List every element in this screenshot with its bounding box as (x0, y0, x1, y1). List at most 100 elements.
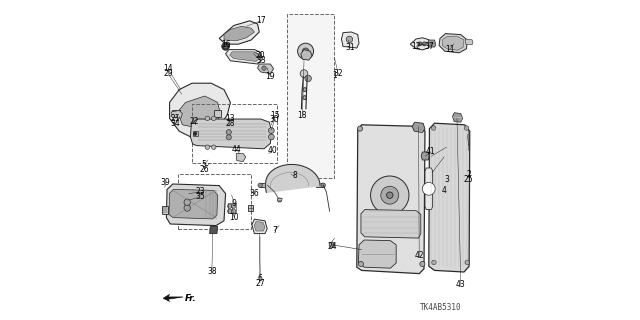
Circle shape (419, 126, 424, 131)
Circle shape (258, 183, 262, 188)
Polygon shape (219, 21, 259, 44)
Text: 8: 8 (292, 172, 297, 180)
Polygon shape (342, 32, 359, 48)
Polygon shape (452, 113, 463, 122)
Circle shape (321, 183, 326, 188)
Polygon shape (421, 152, 429, 160)
Circle shape (464, 126, 468, 130)
Polygon shape (358, 240, 396, 268)
Text: 18: 18 (298, 111, 307, 120)
Circle shape (184, 199, 191, 205)
Polygon shape (172, 110, 180, 117)
Polygon shape (224, 26, 254, 41)
Circle shape (422, 182, 435, 195)
Polygon shape (236, 154, 246, 162)
Text: 10: 10 (229, 213, 239, 222)
Circle shape (227, 135, 232, 140)
Circle shape (193, 132, 197, 135)
Circle shape (387, 192, 393, 198)
Text: 20: 20 (256, 52, 266, 60)
Circle shape (184, 205, 191, 211)
Text: 7: 7 (272, 226, 277, 235)
Circle shape (278, 198, 282, 202)
Text: 22: 22 (189, 117, 199, 126)
Polygon shape (266, 164, 320, 192)
Circle shape (269, 128, 275, 133)
Polygon shape (254, 221, 265, 231)
Polygon shape (226, 50, 262, 64)
Circle shape (211, 145, 216, 149)
Circle shape (357, 126, 362, 131)
Text: 39: 39 (161, 178, 171, 187)
Circle shape (418, 42, 422, 46)
Circle shape (431, 126, 436, 130)
Text: 13: 13 (225, 114, 235, 123)
Circle shape (211, 116, 216, 121)
Polygon shape (191, 119, 271, 149)
Circle shape (269, 134, 275, 140)
Text: 41: 41 (426, 148, 435, 156)
Circle shape (205, 116, 210, 121)
Polygon shape (193, 131, 198, 136)
Text: 23: 23 (195, 188, 205, 196)
Polygon shape (166, 184, 226, 226)
Polygon shape (425, 168, 433, 210)
Circle shape (228, 209, 232, 213)
Text: 5: 5 (202, 160, 207, 169)
Text: 19: 19 (266, 72, 275, 81)
Polygon shape (170, 83, 230, 138)
Text: 26: 26 (199, 165, 209, 174)
Circle shape (205, 145, 210, 149)
Text: 29: 29 (163, 69, 173, 78)
Polygon shape (248, 205, 253, 211)
Text: 33: 33 (256, 56, 266, 65)
Text: 27: 27 (255, 279, 265, 288)
Text: 28: 28 (225, 119, 234, 128)
Circle shape (232, 204, 236, 208)
Circle shape (300, 70, 308, 77)
Polygon shape (161, 206, 168, 214)
Text: 1: 1 (332, 71, 337, 80)
Circle shape (305, 75, 311, 82)
Polygon shape (361, 210, 421, 238)
Bar (287, 14, 335, 178)
Polygon shape (252, 219, 268, 234)
Text: 2: 2 (467, 170, 471, 179)
Text: 35: 35 (195, 192, 205, 201)
Text: 31: 31 (345, 44, 355, 52)
Polygon shape (214, 110, 221, 117)
Polygon shape (316, 183, 324, 187)
Circle shape (420, 261, 425, 267)
Polygon shape (169, 189, 218, 219)
Circle shape (228, 204, 232, 208)
Text: TK4AB5310: TK4AB5310 (420, 303, 462, 312)
Polygon shape (439, 34, 467, 53)
Circle shape (371, 176, 409, 214)
Text: 6: 6 (258, 274, 262, 283)
Text: 30: 30 (269, 116, 280, 124)
Polygon shape (178, 96, 221, 128)
Polygon shape (258, 64, 274, 74)
Text: 42: 42 (414, 252, 424, 260)
Circle shape (224, 44, 228, 48)
Circle shape (303, 88, 307, 92)
Text: Fr.: Fr. (184, 294, 196, 303)
Text: 4: 4 (442, 186, 447, 195)
Text: 43: 43 (456, 280, 466, 289)
Polygon shape (163, 294, 183, 301)
Text: 14: 14 (163, 64, 173, 73)
Polygon shape (442, 36, 464, 50)
Circle shape (422, 42, 426, 46)
Circle shape (227, 130, 232, 135)
Polygon shape (410, 38, 430, 50)
Polygon shape (210, 227, 218, 234)
Polygon shape (230, 52, 260, 61)
Circle shape (222, 43, 230, 50)
Polygon shape (301, 50, 312, 60)
Polygon shape (357, 125, 425, 274)
Polygon shape (466, 39, 473, 45)
Bar (178, 174, 251, 229)
Text: 38: 38 (207, 267, 217, 276)
Circle shape (232, 209, 236, 213)
Text: 34: 34 (170, 119, 180, 128)
